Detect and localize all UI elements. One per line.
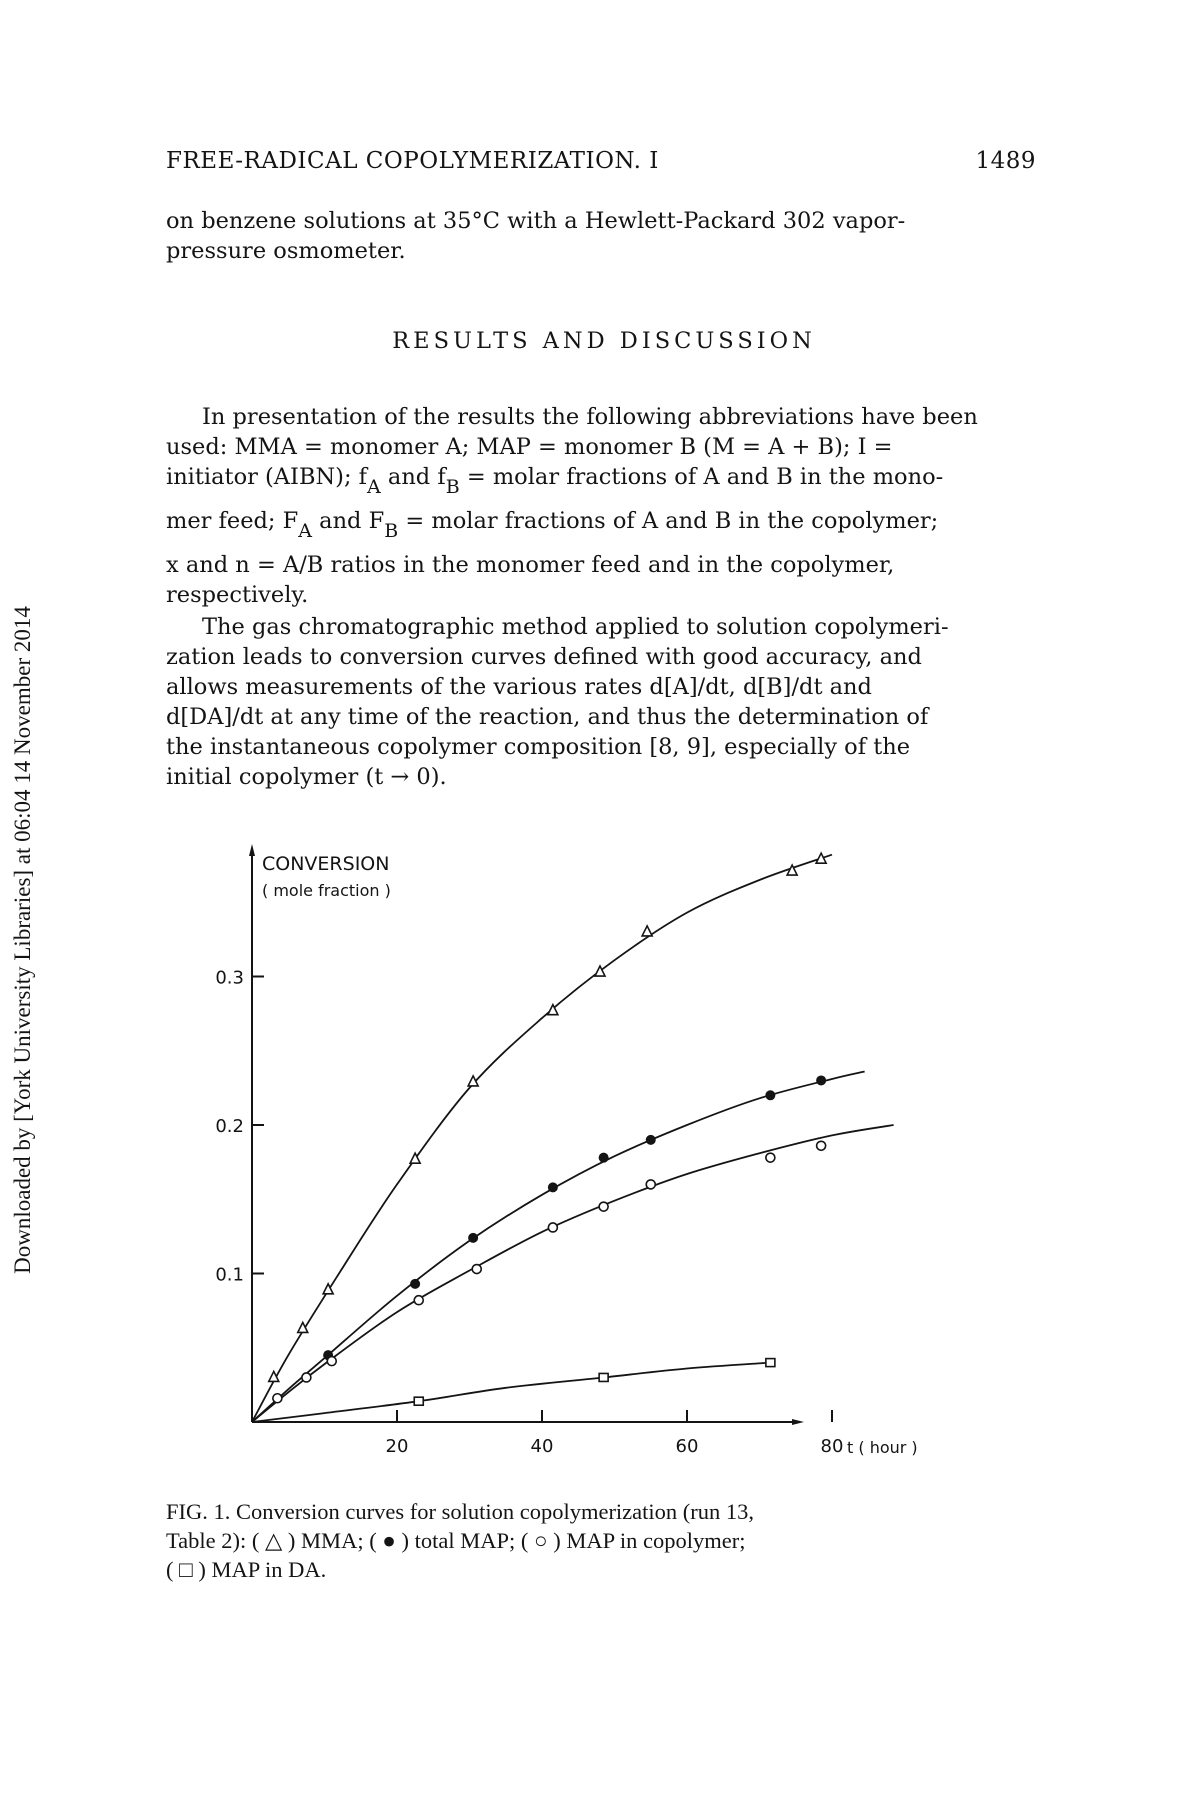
open-circle-marker xyxy=(815,1140,827,1152)
series-line-open-square xyxy=(251,1361,771,1423)
triangle-marker xyxy=(321,1282,335,1295)
y-tick-label: 0.1 xyxy=(215,1265,244,1286)
text-line: mer feed; FA and FB = molar fractions of… xyxy=(166,506,1042,550)
open-circle-marker xyxy=(272,1392,283,1404)
download-note: Downloaded by [York University Libraries… xyxy=(10,606,35,1274)
text-line: initial copolymer (t → 0). xyxy=(166,764,447,790)
triangle-marker xyxy=(408,1151,422,1164)
text-line: d[DA]/dt at any time of the reaction, an… xyxy=(166,704,929,730)
text-span: and F xyxy=(312,508,385,534)
section-heading: RESULTS AND DISCUSSION xyxy=(392,328,816,354)
triangle-marker xyxy=(466,1074,480,1087)
subscript: A xyxy=(298,520,312,542)
subscript: A xyxy=(367,476,381,498)
running-title: FREE-RADICAL COPOLYMERIZATION. I xyxy=(166,148,659,174)
chart-curves xyxy=(251,853,894,1423)
text-span: = molar fractions of A and B in the copo… xyxy=(398,508,939,534)
open-circle-marker xyxy=(326,1355,338,1367)
caption-line: Table 2): ( △ ) MMA; ( ● ) total MAP; ( … xyxy=(166,1528,746,1553)
filled-circle-marker xyxy=(645,1134,656,1145)
text-line: respectively. xyxy=(166,582,309,608)
chart-markers xyxy=(267,851,828,1407)
filled-circle-marker xyxy=(816,1075,827,1086)
text-line: zation leads to conversion curves define… xyxy=(166,644,922,670)
filled-circle-marker xyxy=(410,1278,421,1289)
figure-caption: FIG. 1. Conversion curves for solution c… xyxy=(166,1497,1046,1584)
download-watermark: Downloaded by [York University Libraries… xyxy=(0,0,46,1800)
series-line-triangle xyxy=(251,853,833,1423)
intro-paragraph: on benzene solutions at 35°C with a Hewl… xyxy=(166,206,1042,266)
text-span: and f xyxy=(380,464,446,490)
text-span: = molar fractions of A and B in the mono… xyxy=(459,464,944,490)
y-tick-label: 0.3 xyxy=(215,968,244,989)
text-line: In presentation of the results the follo… xyxy=(202,404,978,430)
text-line: initiator (AIBN); fA and fB = molar frac… xyxy=(166,462,1042,506)
x-axis-label: t ( hour ) xyxy=(847,1438,918,1457)
chart-axes: 0.1 0.2 0.3 20 40 60 80 xyxy=(215,844,843,1457)
text-line: pressure osmometer. xyxy=(166,238,406,264)
triangle-marker xyxy=(296,1320,310,1334)
caption-line: ( □ ) MAP in DA. xyxy=(166,1557,327,1582)
text-line: used: MMA = monomer A; MAP = monomer B (… xyxy=(166,434,893,460)
triangle-marker xyxy=(267,1369,281,1383)
x-tick-label: 80 xyxy=(821,1436,844,1457)
triangle-marker xyxy=(640,924,654,937)
text-span: initiator (AIBN); f xyxy=(166,464,368,490)
subscript: B xyxy=(445,476,460,498)
triangle-marker xyxy=(546,1002,560,1016)
subscript: B xyxy=(384,520,399,542)
series-line-open-circle xyxy=(251,1124,894,1423)
open-square-marker xyxy=(765,1357,776,1368)
open-circle-marker xyxy=(645,1179,657,1190)
open-square-marker xyxy=(413,1396,425,1407)
triangle-marker xyxy=(814,851,828,864)
open-square-marker xyxy=(598,1372,609,1383)
text-line: the instantaneous copolymer composition … xyxy=(166,734,911,760)
text-line: on benzene solutions at 35°C with a Hewl… xyxy=(166,208,906,234)
open-circle-marker xyxy=(301,1372,312,1383)
open-circle-marker xyxy=(413,1294,425,1306)
open-circle-marker xyxy=(765,1152,776,1163)
x-tick-label: 60 xyxy=(676,1436,699,1457)
text-line: x and n = A/B ratios in the monomer feed… xyxy=(166,552,895,578)
conversion-chart: 0.1 0.2 0.3 20 40 60 80 CONVERSION ( mole frac… xyxy=(215,844,918,1457)
triangle-marker xyxy=(785,863,799,876)
text-span: mer feed; F xyxy=(166,508,299,534)
triangle-marker xyxy=(593,964,607,977)
open-circle-marker xyxy=(547,1222,559,1233)
x-tick-label: 40 xyxy=(531,1436,554,1457)
open-circle-marker xyxy=(471,1263,483,1275)
open-circle-marker xyxy=(598,1201,609,1212)
filled-circle-marker xyxy=(547,1182,558,1193)
y-axis-unit: ( mole fraction ) xyxy=(262,881,391,900)
page-number: 1489 xyxy=(975,148,1036,174)
text-line: The gas chromatographic method applied t… xyxy=(202,614,949,640)
filled-circle-marker xyxy=(598,1152,609,1163)
running-header: FREE-RADICAL COPOLYMERIZATION. I 1489 xyxy=(166,148,1036,182)
y-axis-label: CONVERSION xyxy=(262,853,389,875)
abbreviations-paragraph: In presentation of the results the follo… xyxy=(166,402,1042,610)
caption-line: FIG. 1. Conversion curves for solution c… xyxy=(166,1499,755,1524)
filled-circle-marker xyxy=(468,1232,479,1243)
y-tick-label: 0.2 xyxy=(215,1116,244,1137)
series-line-filled-circle xyxy=(251,1070,865,1423)
y-axis-arrow xyxy=(249,844,255,856)
text-line: allows measurements of the various rates… xyxy=(166,674,872,700)
x-axis-arrow xyxy=(792,1419,804,1425)
method-paragraph: The gas chromatographic method applied t… xyxy=(166,612,1042,792)
filled-circle-marker xyxy=(765,1090,776,1101)
x-tick-label: 20 xyxy=(386,1436,409,1457)
